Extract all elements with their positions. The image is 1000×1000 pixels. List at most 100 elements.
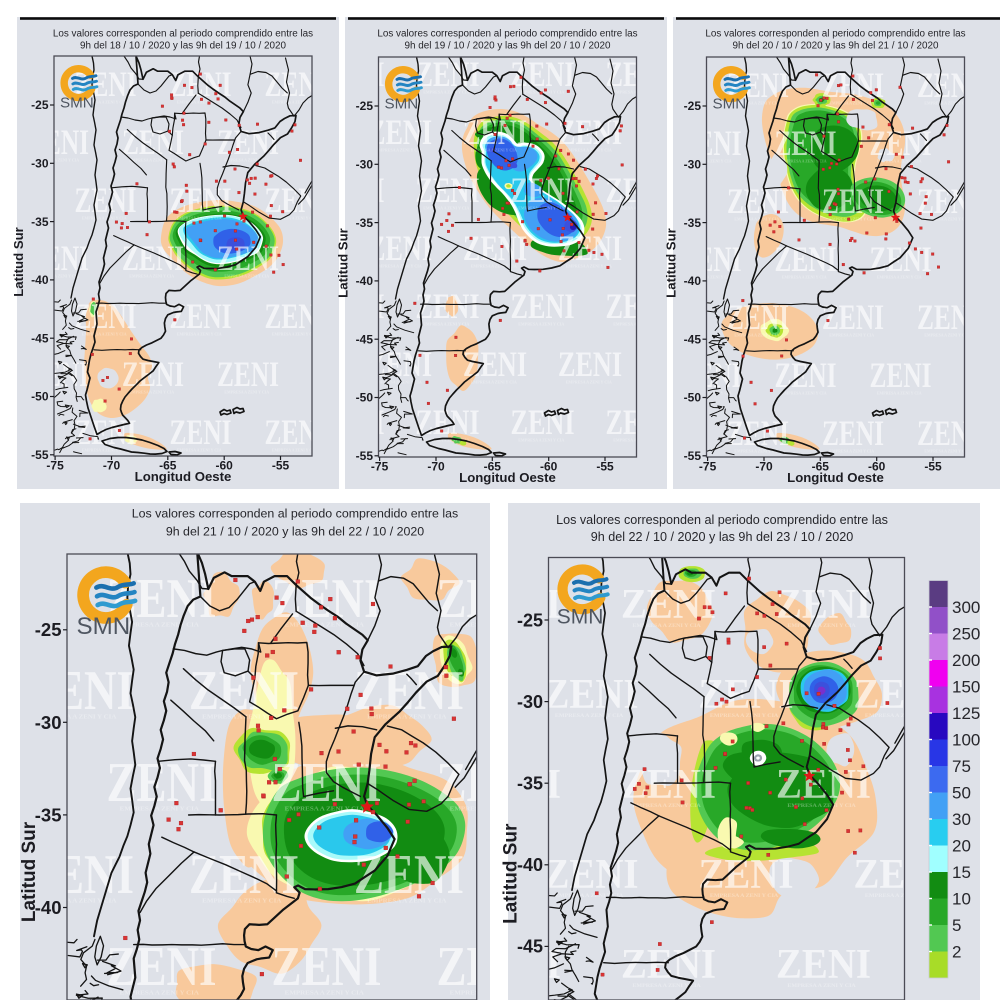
svg-text:EMPRESA A ZENI Y CIA: EMPRESA A ZENI Y CIA xyxy=(787,623,855,629)
svg-text:ZENI: ZENI xyxy=(368,112,432,152)
svg-text:ZENI: ZENI xyxy=(265,296,327,336)
svg-text:EMPRESA A ZENI Y CIA: EMPRESA A ZENI Y CIA xyxy=(632,803,700,809)
svg-text:EMPRESA A ZENI Y CIA: EMPRESA A ZENI Y CIA xyxy=(782,275,827,280)
svg-text:ZENI: ZENI xyxy=(870,239,932,279)
svg-text:EMPRESA A ZENI Y CIA: EMPRESA A ZENI Y CIA xyxy=(734,333,779,338)
svg-text:SMN: SMN xyxy=(385,96,419,113)
svg-text:EMPRESA A ZENI Y CIA: EMPRESA A ZENI Y CIA xyxy=(782,159,827,164)
svg-text:EMPRESA A ZENI Y CIA: EMPRESA A ZENI Y CIA xyxy=(82,216,127,221)
svg-text:EMPRESA A ZENI Y CIA: EMPRESA A ZENI Y CIA xyxy=(566,264,612,269)
svg-text:-75: -75 xyxy=(699,460,717,474)
svg-text:-45: -45 xyxy=(356,332,374,346)
svg-text:-30: -30 xyxy=(517,692,543,712)
svg-text:EMPRESA A ZENI Y CIA: EMPRESA A ZENI Y CIA xyxy=(877,275,922,280)
svg-text:EMPRESA A ZENI Y CIA: EMPRESA A ZENI Y CIA xyxy=(518,322,564,327)
svg-text:ZENI: ZENI xyxy=(321,54,385,94)
svg-text:-55: -55 xyxy=(31,448,49,462)
svg-text:ZENI: ZENI xyxy=(217,354,279,394)
svg-text:-35: -35 xyxy=(684,216,702,230)
svg-text:EMPRESA A ZENI Y CIA: EMPRESA A ZENI Y CIA xyxy=(450,991,530,997)
svg-text:ZENI: ZENI xyxy=(27,122,89,162)
svg-text:EMPRESA A ZENI Y CIA: EMPRESA A ZENI Y CIA xyxy=(865,713,933,719)
svg-text:EMPRESA A ZENI Y CIA: EMPRESA A ZENI Y CIA xyxy=(129,274,174,279)
svg-text:EMPRESA A ZENI Y CIA: EMPRESA A ZENI Y CIA xyxy=(613,206,659,211)
svg-text:-50: -50 xyxy=(356,391,374,405)
svg-text:-55: -55 xyxy=(596,460,614,474)
svg-text:ZENI: ZENI xyxy=(917,181,979,221)
svg-text:EMPRESA A ZENI Y CIA: EMPRESA A ZENI Y CIA xyxy=(224,274,269,279)
svg-text:ZENI: ZENI xyxy=(107,936,217,998)
svg-text:-45: -45 xyxy=(517,937,543,957)
svg-text:EMPRESA A ZENI Y CIA: EMPRESA A ZENI Y CIA xyxy=(272,100,317,105)
svg-text:ZENI: ZENI xyxy=(699,672,794,718)
svg-text:5: 5 xyxy=(952,916,961,935)
svg-text:ZENI: ZENI xyxy=(24,660,134,722)
svg-text:EMPRESA A ZENI Y CIA: EMPRESA A ZENI Y CIA xyxy=(924,217,969,222)
svg-text:SMN: SMN xyxy=(713,96,747,113)
svg-text:ZENI: ZENI xyxy=(437,936,547,998)
svg-text:Latitud Sur: Latitud Sur xyxy=(664,228,679,298)
svg-text:ZENI: ZENI xyxy=(606,286,670,326)
svg-text:ZENI: ZENI xyxy=(27,238,89,278)
svg-text:EMPRESA A ZENI Y CIA: EMPRESA A ZENI Y CIA xyxy=(924,101,969,106)
svg-text:ZENI: ZENI xyxy=(621,942,716,988)
svg-text:EMPRESA A ZENI Y CIA: EMPRESA A ZENI Y CIA xyxy=(367,899,447,905)
svg-text:ZENI: ZENI xyxy=(75,412,137,452)
svg-text:ZENI: ZENI xyxy=(321,170,385,210)
svg-text:-30: -30 xyxy=(684,158,702,172)
svg-text:EMPRESA A ZENI Y CIA: EMPRESA A ZENI Y CIA xyxy=(734,217,779,222)
svg-text:9h del 19 / 10 / 2020 y las 9: 9h del 19 / 10 / 2020 y las 9h del 20 / … xyxy=(405,41,611,52)
svg-text:ZENI: ZENI xyxy=(416,170,480,210)
svg-text:EMPRESA A ZENI Y CIA: EMPRESA A ZENI Y CIA xyxy=(829,333,874,338)
svg-text:-25: -25 xyxy=(684,99,702,113)
svg-text:ZENI: ZENI xyxy=(122,354,184,394)
svg-text:EMPRESA A ZENI Y CIA: EMPRESA A ZENI Y CIA xyxy=(710,713,778,719)
svg-text:EMPRESA A ZENI Y CIA: EMPRESA A ZENI Y CIA xyxy=(285,623,365,629)
svg-text:EMPRESA A ZENI Y CIA: EMPRESA A ZENI Y CIA xyxy=(632,623,700,629)
svg-text:EMPRESA A ZENI Y CIA: EMPRESA A ZENI Y CIA xyxy=(613,90,659,95)
svg-text:-75: -75 xyxy=(371,460,389,474)
svg-text:EMPRESA A ZENI Y CIA: EMPRESA A ZENI Y CIA xyxy=(120,623,200,629)
svg-text:EMPRESA A ZENI Y CIA: EMPRESA A ZENI Y CIA xyxy=(787,983,855,989)
svg-text:Los valores corresponden al pe: Los valores corresponden al periodo comp… xyxy=(377,29,637,40)
svg-text:ZENI: ZENI xyxy=(680,239,742,279)
svg-text:EMPRESA A ZENI Y CIA: EMPRESA A ZENI Y CIA xyxy=(829,217,874,222)
svg-text:EMPRESA A ZENI Y CIA: EMPRESA A ZENI Y CIA xyxy=(687,159,732,164)
svg-text:Longitud Oeste: Longitud Oeste xyxy=(135,469,232,484)
svg-text:EMPRESA A ZENI Y CIA: EMPRESA A ZENI Y CIA xyxy=(710,893,778,899)
svg-text:2: 2 xyxy=(952,943,961,962)
svg-text:ZENI: ZENI xyxy=(122,122,184,162)
svg-text:75: 75 xyxy=(952,757,971,776)
svg-text:ZENI: ZENI xyxy=(511,286,575,326)
svg-text:EMPRESA A ZENI Y CIA: EMPRESA A ZENI Y CIA xyxy=(285,807,365,813)
svg-text:SMN: SMN xyxy=(77,613,131,640)
svg-text:-40: -40 xyxy=(356,274,374,288)
svg-text:EMPRESA A ZENI Y CIA: EMPRESA A ZENI Y CIA xyxy=(632,983,700,989)
svg-text:ZENI: ZENI xyxy=(870,123,932,163)
svg-text:ZENI: ZENI xyxy=(621,582,716,628)
svg-text:EMPRESA A ZENI Y CIA: EMPRESA A ZENI Y CIA xyxy=(224,390,269,395)
svg-text:ZENI: ZENI xyxy=(917,297,979,337)
svg-text:ZENI: ZENI xyxy=(466,942,561,988)
svg-text:Latitud Sur: Latitud Sur xyxy=(11,227,26,297)
svg-text:EMPRESA A ZENI Y CIA: EMPRESA A ZENI Y CIA xyxy=(272,448,317,453)
svg-text:EMPRESA A ZENI Y CIA: EMPRESA A ZENI Y CIA xyxy=(865,893,933,899)
svg-text:EMPRESA A ZENI Y CIA: EMPRESA A ZENI Y CIA xyxy=(34,158,79,163)
svg-text:ZENI: ZENI xyxy=(189,660,299,722)
svg-text:EMPRESA A ZENI Y CIA: EMPRESA A ZENI Y CIA xyxy=(423,206,469,211)
svg-text:Los valores corresponden al pe: Los valores corresponden al periodo comp… xyxy=(705,29,965,40)
svg-text:EMPRESA A ZENI Y CIA: EMPRESA A ZENI Y CIA xyxy=(367,715,447,721)
svg-text:ZENI: ZENI xyxy=(775,123,837,163)
svg-text:15: 15 xyxy=(952,863,971,882)
svg-text:9h del 21 / 10 / 2020 y las 9: 9h del 21 / 10 / 2020 y las 9h del 22 / … xyxy=(166,525,424,539)
svg-text:-55: -55 xyxy=(684,449,702,463)
svg-text:-40: -40 xyxy=(517,855,543,875)
svg-text:-30: -30 xyxy=(31,157,49,171)
svg-text:ZENI: ZENI xyxy=(558,228,622,268)
svg-text:Latitud Sur: Latitud Sur xyxy=(19,821,40,922)
svg-text:ZENI: ZENI xyxy=(416,286,480,326)
svg-text:Longitud Oeste: Longitud Oeste xyxy=(787,470,884,485)
svg-text:EMPRESA A ZENI Y CIA: EMPRESA A ZENI Y CIA xyxy=(471,264,517,269)
svg-text:EMPRESA A ZENI Y CIA: EMPRESA A ZENI Y CIA xyxy=(272,332,317,337)
svg-text:EMPRESA A ZENI Y CIA: EMPRESA A ZENI Y CIA xyxy=(272,216,317,221)
